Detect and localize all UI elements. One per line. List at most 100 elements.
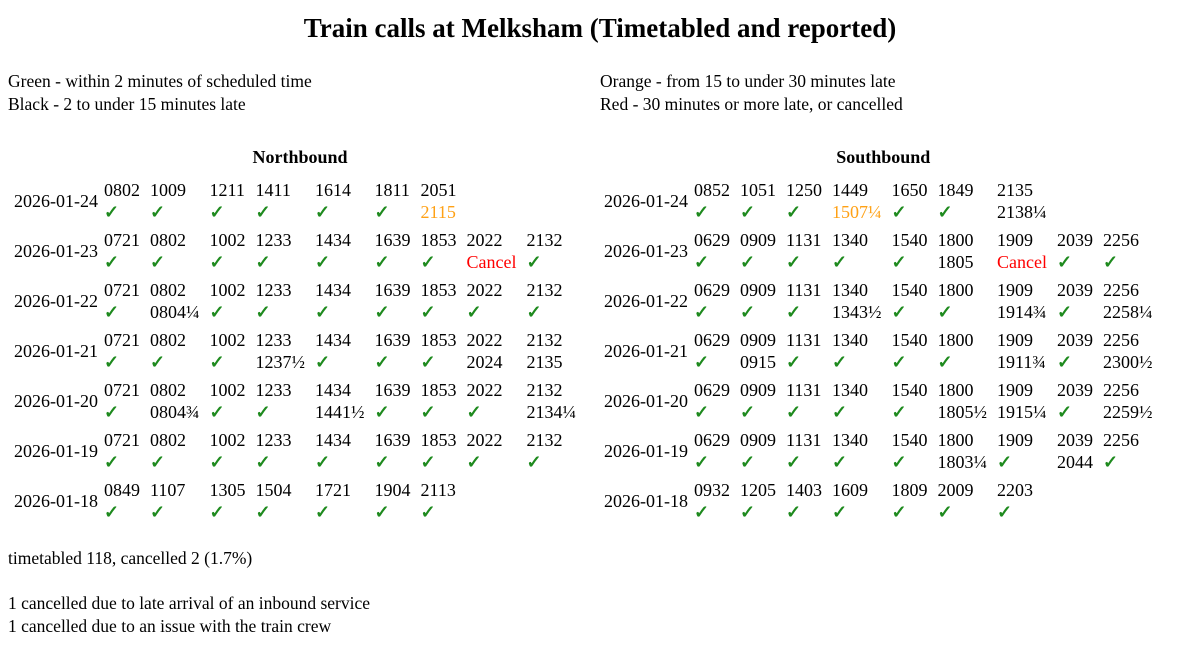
scheduled-time: 1614 <box>315 180 351 200</box>
legend-black-line: Black - 2 to under 15 minutes late <box>8 94 246 114</box>
scheduled-time: 2022 <box>466 430 503 450</box>
scheduled-time: 0629 <box>693 380 730 400</box>
actual-time: 1805 <box>937 252 974 272</box>
train-call-cell: 1233 ✓ <box>256 227 316 277</box>
on-time-check-icon: ✓ <box>255 402 271 422</box>
train-call-cell: 2009 ✓ <box>937 477 997 527</box>
scheduled-time: 2113 <box>420 480 456 500</box>
train-call-cell: 0909 ✓ <box>740 377 786 427</box>
train-call-cell: 1800 1805½ <box>937 377 997 427</box>
train-call-cell: 1131 ✓ <box>786 327 832 377</box>
on-time-check-icon: ✓ <box>739 502 756 522</box>
train-call-cell: 2113 ✓ <box>421 477 467 527</box>
train-call-cell: 2022 2024 <box>467 327 527 377</box>
actual-time: 1914¾ <box>996 302 1047 322</box>
scheduled-time: 2039 <box>1056 380 1093 400</box>
on-time-check-icon: ✓ <box>466 402 482 422</box>
train-call-cell: 2203 ✓ <box>997 477 1057 527</box>
train-call-cell: 1853 ✓ <box>421 427 467 477</box>
legend-left-column: Green - within 2 minutes of scheduled ti… <box>8 70 600 116</box>
scheduled-time: 1250 <box>785 180 822 200</box>
train-call-cell: 1305 ✓ <box>210 477 256 527</box>
footer-summary: timetabled 118, cancelled 2 (1.7%) <box>8 548 253 568</box>
scheduled-time: 1540 <box>891 230 928 250</box>
scheduled-time: 1909 <box>996 230 1033 250</box>
on-time-check-icon: ✓ <box>891 452 907 472</box>
train-call-cell: 1809 ✓ <box>891 477 937 527</box>
actual-time: 1911¾ <box>996 352 1046 372</box>
row-date: 2026-01-20 <box>14 390 98 411</box>
train-call-cell: 1002 ✓ <box>210 277 256 327</box>
on-time-check-icon: ✓ <box>693 202 710 222</box>
scheduled-time: 0802 <box>150 230 186 250</box>
train-call-cell: 2039 ✓ <box>1057 227 1103 277</box>
scheduled-time: 1809 <box>891 480 928 500</box>
train-call-cell: 2022 ✓ <box>467 277 527 327</box>
train-call-cell: 2256 ✓ <box>1103 227 1163 277</box>
on-time-check-icon: ✓ <box>526 452 542 472</box>
actual-time: 2044 <box>1056 452 1093 472</box>
train-call-cell: 1233 ✓ <box>256 427 316 477</box>
scheduled-time: 0932 <box>693 480 730 500</box>
train-call-cell: 1449 1507¼ <box>832 177 892 227</box>
on-time-check-icon: ✓ <box>104 202 120 222</box>
scheduled-time: 1131 <box>785 330 822 350</box>
on-time-check-icon: ✓ <box>466 452 482 472</box>
scheduled-time: 1305 <box>209 480 246 500</box>
scheduled-time: 1800 <box>937 380 974 400</box>
on-time-check-icon: ✓ <box>466 302 482 322</box>
train-call-cell: 1340 1343½ <box>832 277 892 327</box>
on-time-check-icon: ✓ <box>693 502 710 522</box>
scheduled-time: 1800 <box>937 280 974 300</box>
train-call-cell: 0629 ✓ <box>694 277 740 327</box>
train-call-cell: 1051 ✓ <box>740 177 786 227</box>
scheduled-time: 0629 <box>693 230 730 250</box>
actual-time: 1803¼ <box>937 452 987 472</box>
scheduled-time: 1340 <box>831 280 868 300</box>
timetable-row: 2026-01-22 0721 ✓ 0802 0804¼ 1002 ✓ 1233 ✓ 1434 ✓ 1… <box>14 277 586 327</box>
train-call-cell: 1009 ✓ <box>150 177 210 227</box>
train-call-cell: 1853 ✓ <box>421 227 467 277</box>
scheduled-time: 1233 <box>255 230 292 250</box>
legend-green-line: Green - within 2 minutes of scheduled ti… <box>8 71 312 91</box>
train-call-cell: 2132 ✓ <box>526 227 586 277</box>
train-call-cell: 1639 ✓ <box>375 377 421 427</box>
row-date: 2026-01-18 <box>14 490 98 511</box>
train-call-cell: 0932 ✓ <box>694 477 740 527</box>
scheduled-time: 1411 <box>255 180 291 200</box>
scheduled-time: 1811 <box>374 180 410 200</box>
on-time-check-icon: ✓ <box>891 352 907 372</box>
scheduled-time: 1639 <box>374 430 411 450</box>
scheduled-time: 1650 <box>891 180 928 200</box>
on-time-check-icon: ✓ <box>996 502 1013 522</box>
timetable-row: 2026-01-22 0629 ✓ 0909 ✓ 1131 ✓ 1340 1343½ 1540 ✓ 1… <box>604 277 1162 327</box>
footer: timetabled 118, cancelled 2 (1.7%) 1 can… <box>8 547 1200 638</box>
train-call-cell: 0909 ✓ <box>740 427 786 477</box>
scheduled-time: 1211 <box>209 180 245 200</box>
actual-time: 2300½ <box>1102 352 1153 372</box>
train-call-cell: 1540 ✓ <box>891 227 937 277</box>
train-call-cell: 1609 ✓ <box>832 477 892 527</box>
on-time-check-icon: ✓ <box>374 302 390 322</box>
scheduled-time: 1233 <box>255 430 292 450</box>
on-time-check-icon: ✓ <box>209 452 225 472</box>
on-time-check-icon: ✓ <box>420 302 436 322</box>
scheduled-time: 0909 <box>739 430 776 450</box>
scheduled-time: 0629 <box>693 430 730 450</box>
train-call-cell: 0629 ✓ <box>694 427 740 477</box>
on-time-check-icon: ✓ <box>255 502 271 522</box>
train-call-cell: 1853 ✓ <box>421 277 467 327</box>
train-call-cell: 0802 ✓ <box>150 327 210 377</box>
on-time-check-icon: ✓ <box>420 502 436 522</box>
on-time-check-icon: ✓ <box>526 302 542 322</box>
scheduled-time: 1909 <box>996 380 1033 400</box>
scheduled-time: 1540 <box>891 330 928 350</box>
scheduled-time: 1639 <box>374 230 411 250</box>
train-call-cell: 1639 ✓ <box>375 427 421 477</box>
on-time-check-icon: ✓ <box>937 202 953 222</box>
on-time-check-icon: ✓ <box>104 302 120 322</box>
timetable-row: 2026-01-21 0629 ✓ 0909 0915 1131 ✓ 1340 ✓ 1540 ✓ 18… <box>604 327 1162 377</box>
on-time-check-icon: ✓ <box>315 252 331 272</box>
train-call-cell: 0721 ✓ <box>104 277 150 327</box>
on-time-check-icon: ✓ <box>785 452 802 472</box>
